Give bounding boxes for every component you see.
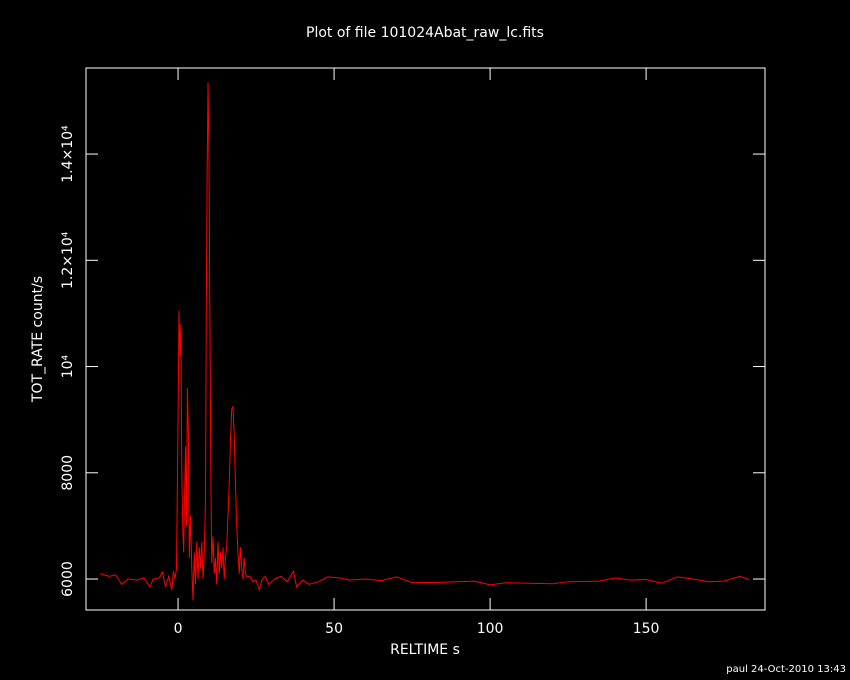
data-line [99, 82, 750, 601]
y-tick-label: 1.4×10⁴ [60, 125, 76, 183]
chart-title: Plot of file 101024Abat_raw_lc.fits [306, 25, 544, 41]
x-axis-label: RELTIME s [390, 642, 460, 658]
y-tick-label: 6000 [60, 561, 76, 597]
x-tick-label: 50 [325, 621, 343, 637]
footnote: paul 24-Oct-2010 13:43 [726, 664, 846, 675]
plot-frame [85, 67, 766, 611]
x-tick-label: 150 [633, 621, 660, 637]
y-tick-label: 1.2×10⁴ [60, 231, 76, 289]
x-tick-label: 100 [477, 621, 504, 637]
y-tick-label: 10⁴ [60, 354, 76, 378]
x-tick-label: 0 [174, 621, 183, 637]
y-tick-label: 8000 [60, 455, 76, 491]
y-axis-label: TOT_RATE count/s [30, 276, 46, 403]
